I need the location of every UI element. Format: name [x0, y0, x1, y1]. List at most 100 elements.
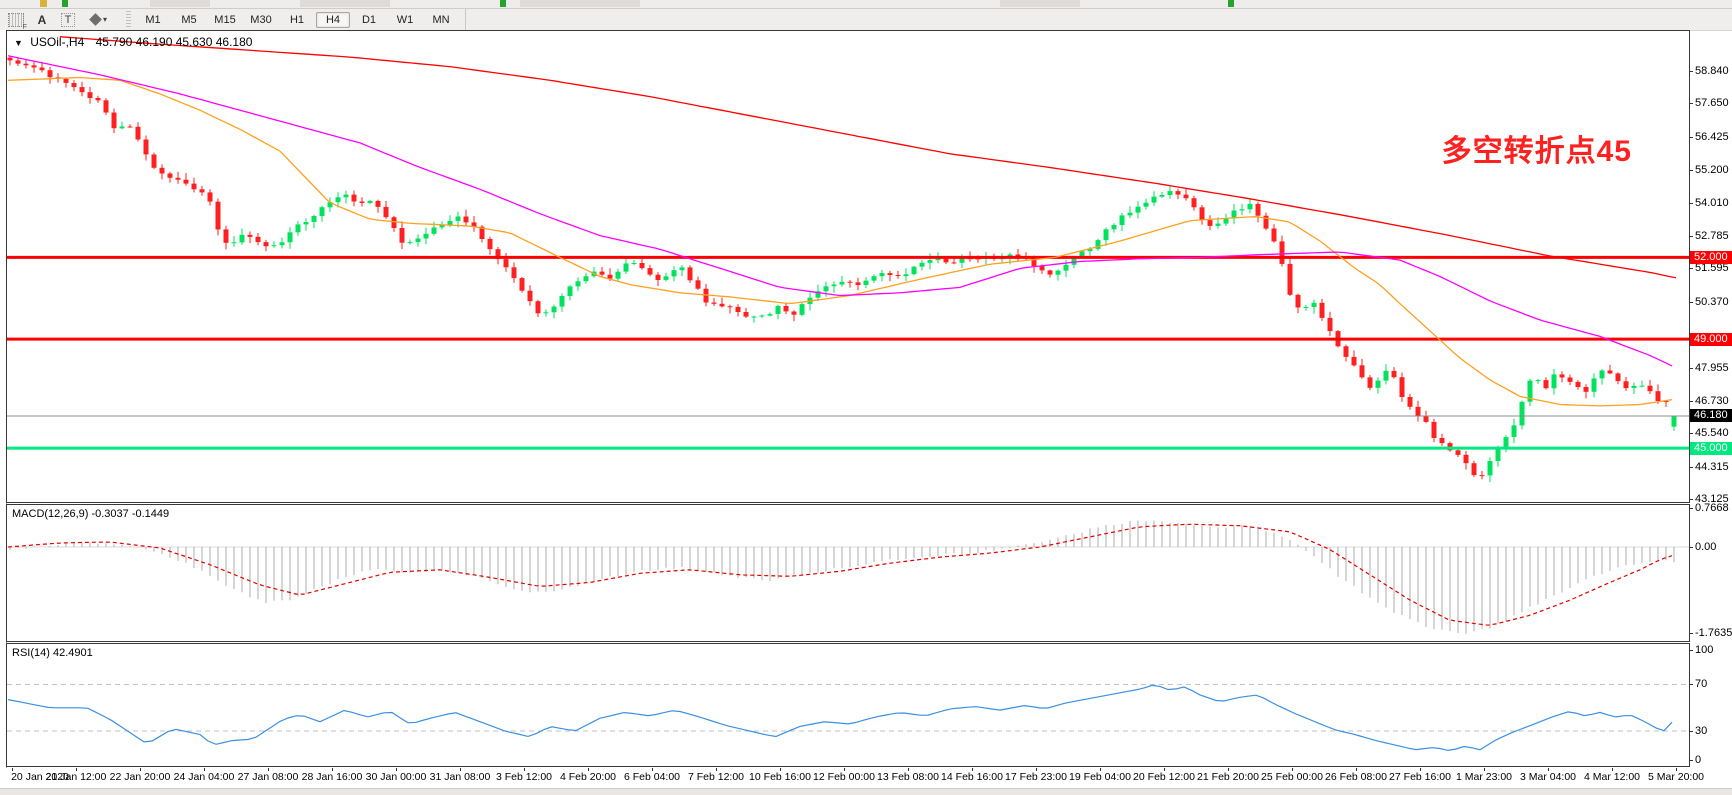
chart-annotation-text: 多空转折点45 [1441, 135, 1632, 168]
time-axis-label: 19 Feb 04:00 [1069, 771, 1131, 783]
rsi-plot[interactable] [7, 644, 1689, 766]
timeframe-button-M30[interactable]: M30 [250, 13, 272, 26]
time-axis-label: 13 Feb 08:00 [877, 771, 939, 783]
macd-plot[interactable] [7, 505, 1689, 641]
candle [631, 263, 637, 264]
candle [1671, 416, 1677, 427]
candle [431, 227, 437, 234]
candle [287, 232, 293, 243]
candle [1415, 406, 1421, 416]
timeframe-button-H1[interactable]: H1 [289, 13, 305, 26]
time-axis-label: 17 Feb 23:00 [1005, 771, 1067, 783]
candle [1535, 380, 1541, 382]
candle [1655, 391, 1661, 401]
timeframe-button-MN[interactable]: MN [432, 13, 450, 26]
candle [1039, 266, 1045, 271]
candle [799, 304, 805, 315]
timeframe-button-H4[interactable]: H4 [316, 11, 350, 28]
timeframe-button-M1[interactable]: M1 [145, 13, 161, 26]
time-axis[interactable]: 20 Jan 2020 21 Jan 12:00 22 Jan 20:00 24 Ja… [0, 768, 1732, 788]
timeframe-button-M5[interactable]: M5 [181, 13, 197, 26]
candle [1071, 257, 1077, 265]
candle [975, 258, 981, 260]
candle [383, 206, 389, 218]
time-tick [716, 768, 717, 771]
time-tick [268, 768, 269, 771]
chevron-down-icon: ▾ [102, 15, 107, 24]
time-tick [1164, 768, 1165, 771]
candle [679, 267, 685, 271]
candle [15, 60, 21, 64]
candle [783, 306, 789, 312]
level-price-badge: 52.000 [1690, 250, 1732, 264]
toolbar-fragment-icon [40, 0, 47, 7]
candle [1127, 212, 1133, 216]
candle [791, 311, 797, 315]
timeframe-button-M15[interactable]: M15 [214, 13, 236, 26]
candle [599, 271, 605, 275]
time-tick [204, 768, 205, 771]
candle [1495, 448, 1501, 461]
time-tick [1548, 768, 1549, 771]
timeframe-button-D1[interactable]: D1 [361, 13, 377, 26]
candle [1271, 228, 1277, 242]
price-axis-label: 45.540 [1689, 427, 1729, 440]
grid-icon [8, 12, 27, 31]
candle [1327, 317, 1333, 332]
candle [1151, 196, 1157, 203]
time-axis-label: 6 Feb 04:00 [623, 771, 681, 783]
diamond-icon [89, 13, 102, 26]
candle [103, 100, 109, 113]
candle [1319, 302, 1325, 318]
candle [215, 201, 221, 230]
candle [167, 173, 173, 178]
time-tick [780, 768, 781, 771]
candle [415, 238, 421, 243]
collapse-triangle-icon[interactable]: ▼ [14, 38, 23, 48]
candle [951, 262, 957, 264]
candle [199, 189, 205, 193]
candle [1343, 346, 1349, 357]
time-tick [1036, 768, 1037, 771]
drawing-tools-group: A T ▾ [0, 9, 122, 31]
candle [503, 259, 509, 268]
candle [919, 262, 925, 267]
toolbar-grip[interactable] [126, 10, 131, 29]
candle [1567, 377, 1573, 382]
text-box-button[interactable]: T [56, 11, 80, 29]
candle [655, 274, 661, 280]
candle [823, 286, 829, 292]
toolbar-fragment [1000, 0, 1080, 7]
time-tick [1356, 768, 1357, 771]
grid-snap-button[interactable] [4, 11, 28, 31]
candle [391, 217, 397, 228]
current-price-badge: 46.180 [1690, 409, 1732, 423]
candle [223, 229, 229, 243]
candle [1423, 415, 1429, 422]
time-tick [396, 768, 397, 771]
candle [367, 200, 373, 203]
time-axis-label: 4 Feb 20:00 [559, 771, 617, 783]
candle [63, 78, 69, 83]
candle [335, 197, 341, 203]
candle [815, 291, 821, 298]
candle [111, 112, 117, 129]
price-axis-label: 54.010 [1689, 196, 1729, 209]
top-toolbar-partial[interactable] [0, 0, 1732, 9]
candle [1359, 365, 1365, 378]
candle [471, 222, 477, 227]
price-axis-label: 44.315 [1689, 460, 1729, 473]
candle [767, 314, 773, 316]
candle [1615, 373, 1621, 382]
main-chart-plot[interactable] [7, 31, 1689, 502]
candle [1015, 254, 1021, 257]
time-axis-label: 10 Feb 16:00 [749, 771, 811, 783]
candle [247, 234, 253, 237]
candle [735, 306, 741, 312]
timeframe-button-W1[interactable]: W1 [396, 13, 414, 26]
candle [575, 281, 581, 287]
candle [127, 126, 133, 128]
text-label-button[interactable]: A [37, 12, 47, 27]
price-axis-label: 55.200 [1689, 164, 1729, 177]
shapes-button[interactable]: ▾ [82, 11, 116, 29]
